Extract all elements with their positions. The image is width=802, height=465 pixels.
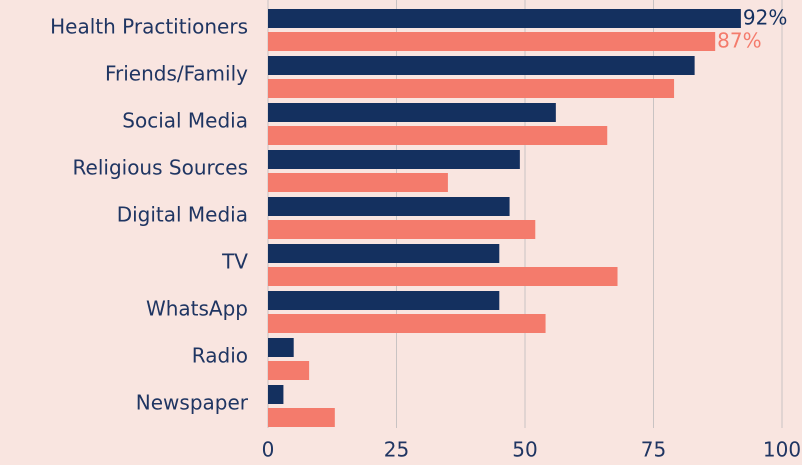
y-tick-label: TV bbox=[221, 250, 248, 274]
y-tick-label: Friends/Family bbox=[105, 62, 248, 86]
x-tick-label: 100 bbox=[763, 438, 801, 462]
bar bbox=[268, 244, 500, 263]
y-tick-label: Radio bbox=[192, 344, 248, 368]
bar bbox=[268, 267, 618, 286]
bar bbox=[268, 220, 536, 239]
bar bbox=[268, 150, 520, 169]
value-label: 87% bbox=[717, 29, 761, 53]
bar bbox=[268, 291, 500, 310]
x-tick-label: 50 bbox=[512, 438, 537, 462]
y-tick-label: Digital Media bbox=[117, 203, 248, 227]
y-tick-label: Religious Sources bbox=[73, 156, 248, 180]
x-tick-label: 25 bbox=[384, 438, 409, 462]
bar bbox=[268, 314, 546, 333]
x-tick-label: 75 bbox=[641, 438, 666, 462]
y-tick-label: WhatsApp bbox=[146, 297, 248, 321]
value-label: 92% bbox=[743, 6, 787, 30]
bar bbox=[268, 9, 741, 28]
bar bbox=[268, 79, 675, 98]
x-tick-label: 0 bbox=[262, 438, 275, 462]
bar bbox=[268, 338, 294, 357]
bar bbox=[268, 56, 695, 75]
bar bbox=[268, 173, 448, 192]
bar bbox=[268, 197, 510, 216]
y-tick-label: Health Practitioners bbox=[50, 15, 248, 39]
bar bbox=[268, 361, 310, 380]
bar bbox=[268, 408, 335, 427]
y-tick-label: Newspaper bbox=[136, 391, 249, 415]
bar bbox=[268, 103, 556, 122]
y-tick-label: Social Media bbox=[122, 109, 248, 133]
bar bbox=[268, 126, 608, 145]
bar bbox=[268, 385, 284, 404]
bar bbox=[268, 32, 716, 51]
